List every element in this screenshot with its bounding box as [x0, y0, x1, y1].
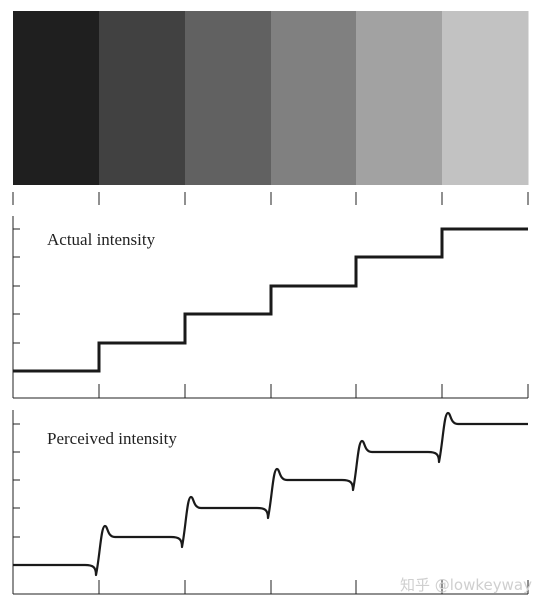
intensity-band-5 — [356, 11, 443, 185]
intensity-band-3 — [185, 11, 272, 185]
actual-intensity-label: Actual intensity — [47, 230, 156, 249]
intensity-band-2 — [99, 11, 186, 185]
actual-intensity-curve — [13, 227, 528, 373]
perceived-panel-frame — [12, 410, 529, 595]
intensity-band-1 — [13, 11, 100, 185]
intensity-strip — [13, 11, 529, 185]
actual-panel-frame — [12, 216, 529, 399]
intensity-band-4 — [271, 11, 357, 185]
actual-intensity-panel: Actual intensity — [12, 216, 529, 399]
strip-tick-marks — [12, 192, 529, 205]
perceived-intensity-label: Perceived intensity — [47, 429, 177, 448]
perceived-intensity-panel: Perceived intensity — [12, 410, 529, 595]
intensity-band-6 — [442, 11, 529, 185]
perceived-intensity-curve — [13, 411, 528, 577]
watermark-text: 知乎 @lowkeyway — [400, 576, 532, 594]
